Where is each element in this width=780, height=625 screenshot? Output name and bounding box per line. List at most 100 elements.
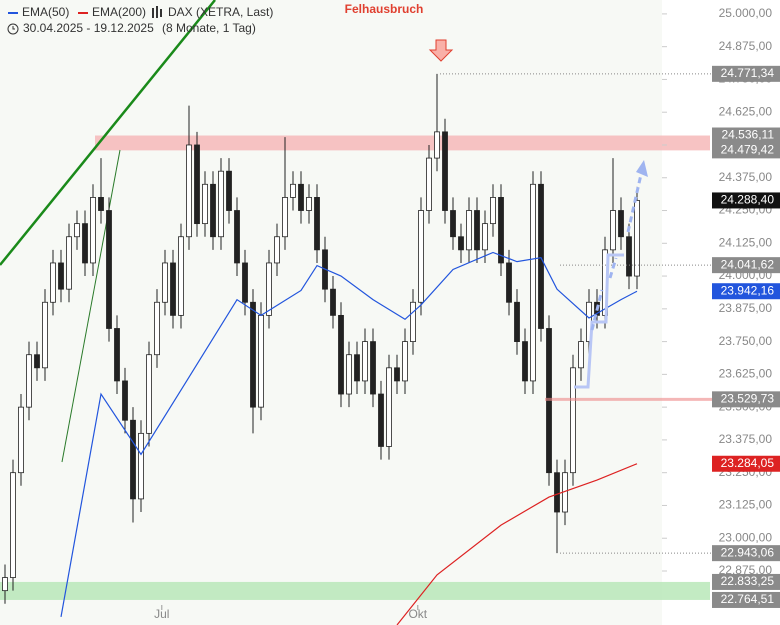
level-label: 22.943,06 <box>721 545 775 559</box>
zone <box>0 581 710 600</box>
projection-path <box>574 253 624 389</box>
legend-label: DAX (XETRA, Last) <box>168 5 273 19</box>
clock-icon <box>12 26 15 30</box>
candle-body <box>194 144 200 225</box>
level-box <box>712 591 780 608</box>
candle-body <box>314 197 320 251</box>
candle-body <box>474 210 480 251</box>
y-tick-label: 25.000,00 <box>719 6 773 20</box>
candle-body <box>74 223 80 238</box>
candle-body <box>202 183 208 225</box>
candle-body <box>522 341 528 382</box>
candle-body <box>298 183 304 211</box>
candle-body <box>306 197 312 211</box>
candle-body <box>506 262 512 303</box>
level-label: 22.764,51 <box>721 592 775 606</box>
candle-body <box>154 301 160 356</box>
candle-body <box>554 472 560 513</box>
y-tick-label: 22.875,00 <box>719 563 773 577</box>
candle-body <box>386 367 392 447</box>
annotation: Felhausbruch <box>345 2 424 16</box>
candle-body <box>482 223 488 251</box>
candle-body <box>90 197 96 264</box>
candle-body <box>402 341 408 382</box>
level-box <box>712 257 780 274</box>
candle-body <box>2 577 8 592</box>
level-label: 24.771,34 <box>721 66 775 80</box>
legend-label: EMA(200) <box>92 5 146 19</box>
level-box <box>712 455 780 472</box>
level-label: 24.041,62 <box>721 257 775 271</box>
date-range: 30.04.2025 - 19.12.2025 <box>23 21 154 35</box>
candle-body <box>10 472 16 578</box>
candle-body <box>442 131 448 211</box>
period: (8 Monate, 1 Tag) <box>162 21 256 35</box>
legend-label: EMA(50) <box>22 5 69 19</box>
level-box <box>712 192 780 209</box>
level-box <box>712 142 780 159</box>
ema-line <box>60 251 638 617</box>
y-tick-label: 23.375,00 <box>719 432 773 446</box>
candle-body <box>370 341 376 395</box>
candle-body <box>170 262 176 316</box>
trend-line <box>61 149 121 463</box>
candle-body <box>338 314 344 395</box>
candle-body <box>162 262 168 303</box>
x-tick-label: Jul <box>154 607 169 621</box>
candle-body <box>122 380 128 421</box>
candle-body <box>146 354 152 434</box>
candle-body <box>290 183 296 198</box>
x-tick-label: Okt <box>408 607 427 621</box>
candle-body <box>394 367 400 382</box>
candle-body <box>490 197 496 225</box>
level-box <box>712 391 780 408</box>
candle-body <box>274 236 280 264</box>
candle-body <box>114 328 120 382</box>
candle-body <box>18 406 24 474</box>
candle-body <box>58 262 64 290</box>
candle-body <box>218 170 224 238</box>
candle-body <box>42 301 48 369</box>
candle-body <box>250 301 256 408</box>
candle-body <box>226 170 232 211</box>
candle-body <box>330 288 336 316</box>
candle-body <box>626 236 632 277</box>
candle-body <box>34 354 40 369</box>
y-tick-label: 24.125,00 <box>719 235 773 249</box>
trend-line <box>0 0 216 266</box>
zone <box>95 135 710 151</box>
candle-body <box>138 432 144 500</box>
candle-body <box>210 183 216 238</box>
candle-body <box>98 197 104 211</box>
candle-body <box>578 341 584 369</box>
y-tick-label: 23.750,00 <box>719 334 773 348</box>
candle-body <box>130 419 136 500</box>
y-tick-label: 23.000,00 <box>719 530 773 544</box>
level-box <box>712 283 780 300</box>
candle-body <box>538 183 544 329</box>
level-label: 24.536,11 <box>722 128 775 142</box>
candle-body <box>458 236 464 251</box>
candle-body <box>498 197 504 264</box>
level-box <box>712 65 780 82</box>
candle-body <box>570 367 576 474</box>
candle-body <box>450 210 456 238</box>
candle-body <box>530 183 536 382</box>
candle-body <box>514 301 520 343</box>
candle-body <box>242 262 248 303</box>
candle-body <box>418 210 424 303</box>
candle-body <box>186 144 192 238</box>
candle-body <box>410 301 416 343</box>
y-tick-label: 24.625,00 <box>719 104 773 118</box>
candle-body <box>362 341 368 382</box>
level-label: 22.833,25 <box>721 574 775 588</box>
candle-body <box>50 262 56 303</box>
candle-body <box>346 354 352 395</box>
clock-icon <box>7 23 19 35</box>
level-box <box>712 545 780 562</box>
break-arrow <box>428 39 454 62</box>
level-box <box>712 573 780 590</box>
y-tick-label: 24.875,00 <box>719 39 773 53</box>
level-box <box>712 127 780 144</box>
